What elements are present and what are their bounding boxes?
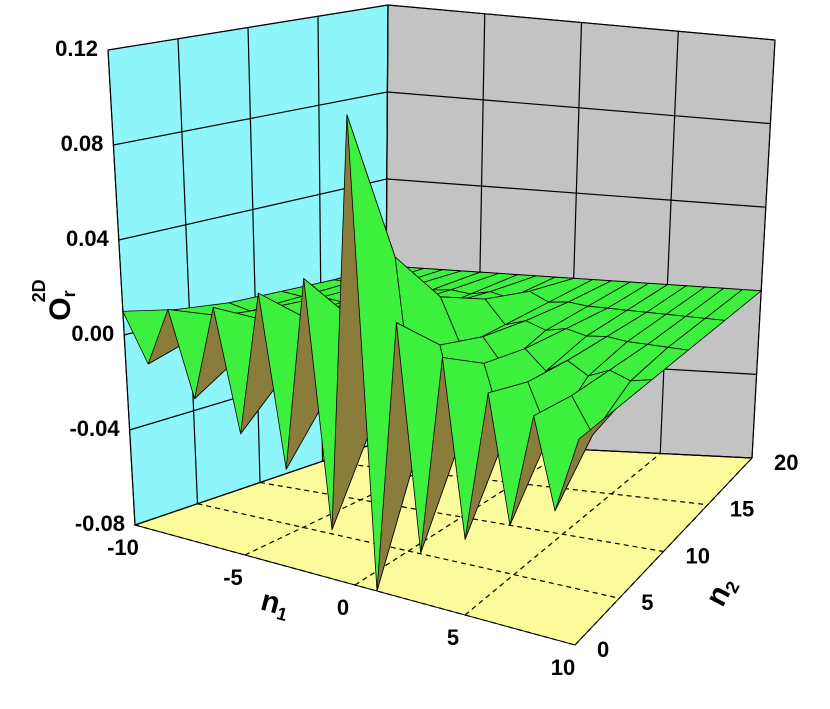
- grid-line: [751, 39, 776, 459]
- surface-patch: [554, 408, 616, 512]
- z-tick-label: 0.04: [66, 226, 110, 251]
- y-tick-label: 5: [641, 590, 653, 615]
- z-tick-label: 0.00: [71, 321, 114, 346]
- x-tick-label: 10: [551, 655, 575, 680]
- grid-line: [464, 453, 661, 616]
- z-tick-label: -0.04: [69, 416, 120, 441]
- z-axis-label-sub: r: [59, 290, 79, 297]
- grid-line: [659, 31, 679, 454]
- x-tick-label: -5: [223, 565, 243, 590]
- grid-line: [107, 49, 136, 526]
- y-tick-label: 0: [597, 637, 609, 662]
- z-axis-label-base: O: [44, 297, 77, 320]
- z-axis-label-sup: 2D: [29, 279, 49, 302]
- x-axis-label: n1: [257, 584, 293, 625]
- grid-line: [574, 457, 753, 646]
- z-axis-label: Or 2D: [29, 279, 79, 320]
- z-tick-label: -0.08: [75, 511, 125, 536]
- x-tick-label: 0: [337, 595, 349, 620]
- y-axis-label: n2: [699, 571, 743, 612]
- grid-line: [177, 38, 199, 504]
- x-tick-label: -10: [107, 535, 139, 560]
- x-axis-label-sub: 1: [275, 603, 290, 625]
- grid-line: [244, 443, 478, 556]
- z-tick-label: 0.08: [61, 131, 104, 156]
- y-tick-label: 15: [730, 497, 754, 522]
- x-tick-label: 5: [447, 625, 459, 650]
- y-tick-label: 10: [686, 543, 710, 568]
- z-tick-label: 0.12: [55, 36, 98, 61]
- y-tick-label: 20: [774, 450, 798, 475]
